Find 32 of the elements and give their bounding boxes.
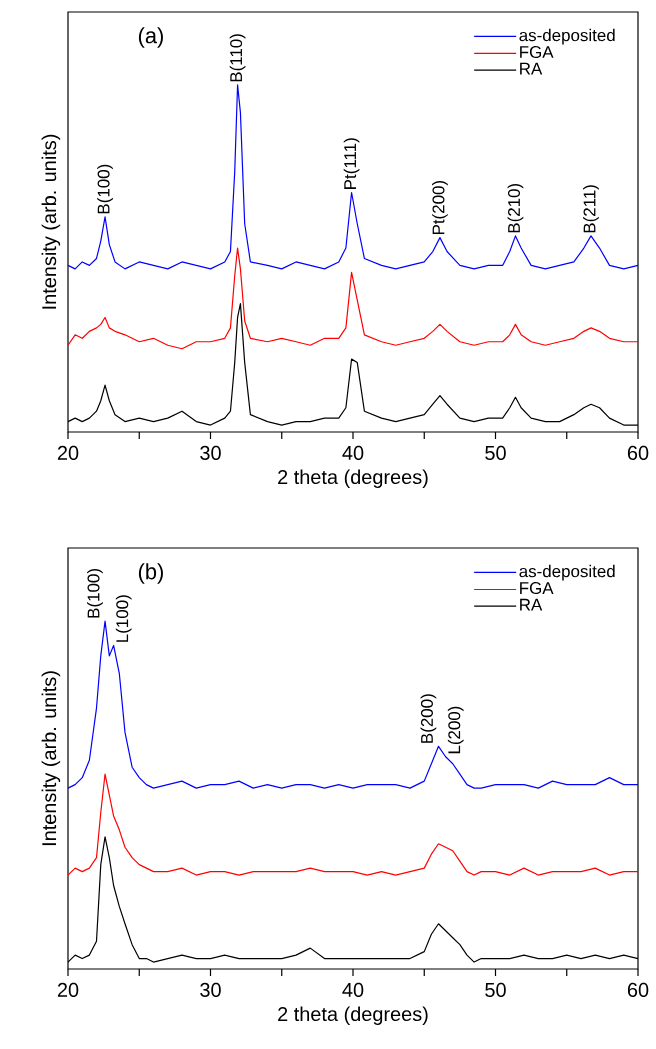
x-tick-label: 40: [342, 982, 364, 997]
text: (b): [138, 563, 163, 584]
x-tick-label: 50: [485, 445, 506, 460]
x-axis-title: 2 theta (degrees): [278, 469, 428, 489]
annotation: B(100): [87, 569, 103, 618]
annotation: B(200): [420, 694, 437, 743]
legend-label: FGA: [520, 46, 554, 59]
x-tick-label: 20: [57, 445, 79, 460]
annotation: B(110): [229, 34, 246, 82]
annotation: Pt(200): [432, 180, 448, 235]
legend-label: RA: [520, 62, 543, 75]
text: (a): [138, 27, 163, 48]
x-tick-label: 40: [342, 445, 364, 460]
x-axis-title: 2 theta (degrees): [278, 1006, 428, 1026]
x-tick-label: 30: [200, 982, 221, 997]
legend-label: as-deposited: [519, 28, 615, 45]
x-tick-label: 30: [200, 445, 221, 460]
y-axis-title: Intensity (arb. units): [41, 134, 61, 309]
annotation: B(211): [583, 185, 599, 233]
legend-label: FGA: [520, 582, 554, 595]
legend-label: RA: [520, 598, 543, 611]
annotation: L(100): [115, 595, 132, 642]
annotation: B(210): [507, 183, 524, 233]
annotation: B(100): [97, 164, 113, 214]
x-tick-label: 60: [627, 445, 649, 460]
x-tick-label: 20: [57, 982, 79, 997]
y-axis-title: Intensity (arb. units): [41, 671, 61, 846]
annotation: Pt(111): [343, 138, 360, 189]
x-tick-label: 60: [627, 982, 649, 997]
legend-label: as-deposited: [519, 564, 615, 581]
annotation: L(200): [447, 706, 464, 754]
x-tick-label: 50: [485, 982, 506, 997]
